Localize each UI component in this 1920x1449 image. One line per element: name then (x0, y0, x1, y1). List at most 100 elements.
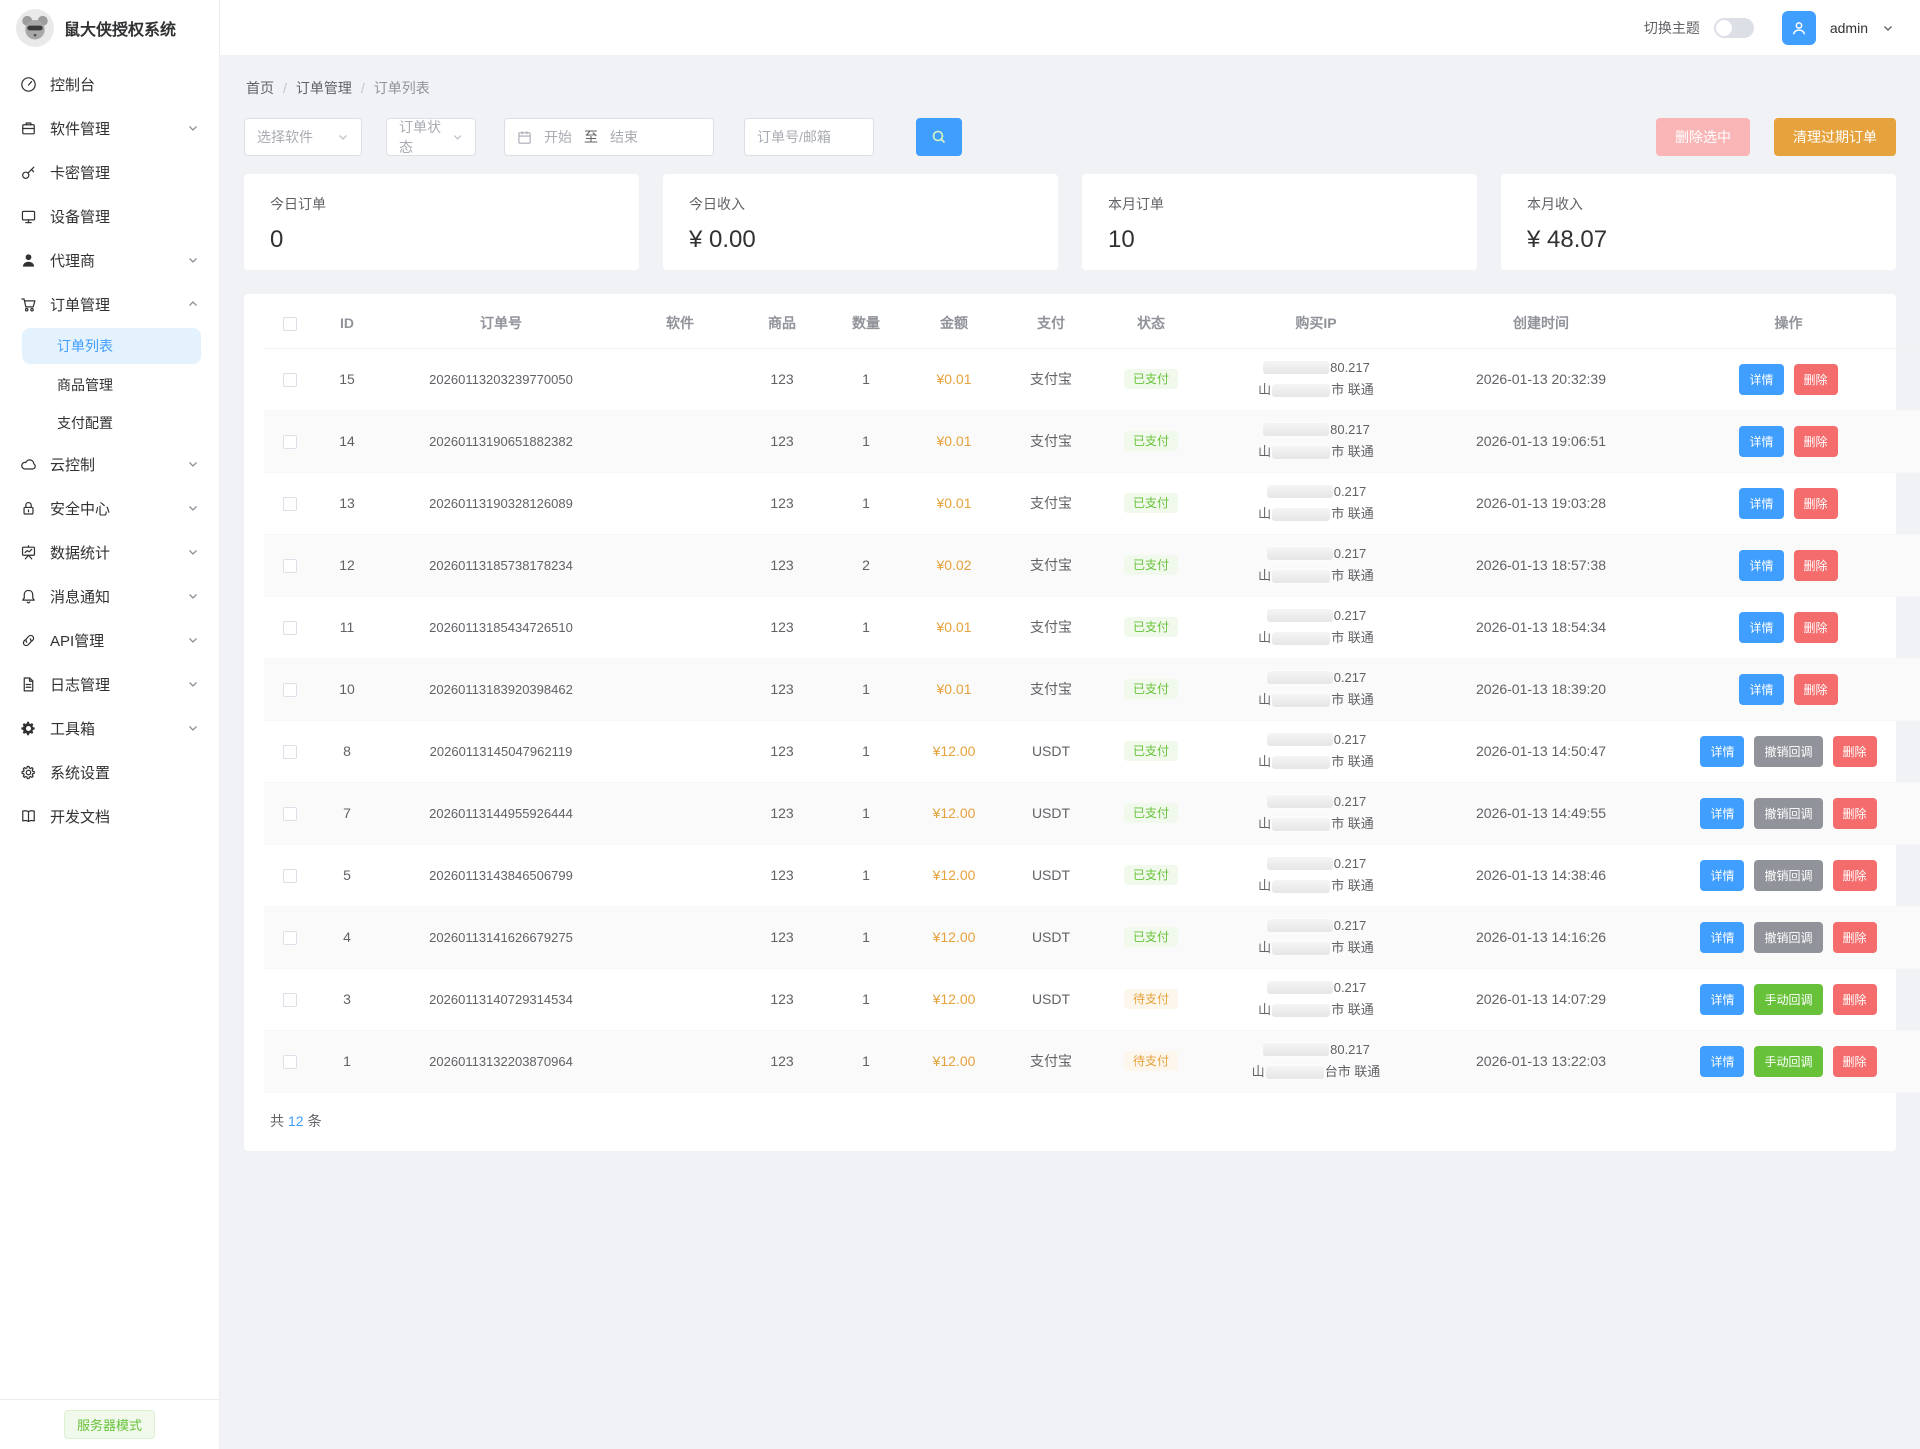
cell-product: 123 (736, 596, 828, 659)
row-checkbox[interactable] (283, 683, 297, 698)
delete-button[interactable]: 删除 (1832, 735, 1877, 767)
sidebar-subitem-order-list[interactable]: 订单列表 (22, 328, 201, 364)
cell-order-no: 20260113143846506799 (378, 844, 624, 907)
order-status-select[interactable]: 订单状态 (386, 118, 476, 156)
user-avatar[interactable] (1781, 10, 1816, 45)
sidebar-item-toolbox[interactable]: 工具箱 (0, 706, 219, 750)
sidebar-subitem-pay-config[interactable]: 支付配置 (0, 404, 219, 442)
delete-button[interactable]: 删除 (1793, 487, 1838, 519)
delete-button[interactable]: 删除 (1793, 363, 1838, 395)
detail-button[interactable]: 详情 (1700, 797, 1745, 829)
cell-qty: 1 (828, 968, 904, 1031)
sidebar-item-log[interactable]: 日志管理 (0, 662, 219, 706)
detail-button[interactable]: 详情 (1739, 425, 1784, 457)
sidebar-item-order[interactable]: 订单管理 (0, 282, 219, 326)
clean-expired-button[interactable]: 清理过期订单 (1774, 118, 1896, 156)
sidebar-item-software[interactable]: 软件管理 (0, 106, 219, 150)
sidebar-subitem-product-mgmt[interactable]: 商品管理 (0, 366, 219, 404)
theme-toggle-label: 切换主题 (1643, 19, 1700, 36)
ip-redaction (1266, 609, 1333, 623)
cell-amount: ¥12.00 (904, 906, 1004, 969)
revoke-button[interactable]: 撤销回调 (1754, 859, 1823, 891)
sidebar-item-dashboard[interactable]: 控制台 (0, 62, 219, 106)
breadcrumb-home[interactable]: 首页 (246, 80, 274, 96)
detail-button[interactable]: 详情 (1700, 735, 1745, 767)
main-area: 切换主题 admin 首页 / 订单管理 / 订单列表 选择软件 (220, 0, 1920, 1449)
manual-button[interactable]: 手动回调 (1754, 1045, 1823, 1077)
dashboard-icon (21, 76, 36, 92)
delete-button[interactable]: 删除 (1793, 549, 1838, 581)
sidebar-item-notify[interactable]: 消息通知 (0, 574, 219, 618)
revoke-button[interactable]: 撤销回调 (1754, 921, 1823, 953)
sidebar-item-agent[interactable]: 代理商 (0, 238, 219, 282)
delete-button[interactable]: 删除 (1793, 611, 1838, 643)
detail-button[interactable]: 详情 (1700, 921, 1745, 953)
status-badge: 已支付 (1123, 679, 1178, 699)
detail-button[interactable]: 详情 (1700, 859, 1745, 891)
date-range-picker[interactable]: 开始 至 结束 (504, 118, 714, 156)
chevron-down-icon (187, 546, 199, 558)
row-checkbox[interactable] (283, 373, 297, 388)
search-button[interactable] (916, 118, 962, 156)
detail-button[interactable]: 详情 (1739, 363, 1784, 395)
row-checkbox[interactable] (283, 497, 297, 512)
cell-qty: 1 (828, 720, 904, 783)
detail-button[interactable]: 详情 (1700, 1045, 1745, 1077)
detail-button[interactable]: 详情 (1739, 673, 1784, 705)
total-count: 12 (288, 1112, 304, 1129)
sidebar-item-label: 代理商 (50, 252, 96, 270)
cell-actions: 详情 删除 (1654, 534, 1920, 597)
delete-button[interactable]: 删除 (1832, 797, 1877, 829)
delete-button[interactable]: 删除 (1832, 859, 1877, 891)
search-input[interactable]: 订单号/邮箱 (744, 118, 874, 156)
detail-button[interactable]: 详情 (1739, 549, 1784, 581)
software-icon (22, 121, 35, 134)
detail-button[interactable]: 详情 (1739, 611, 1784, 643)
row-checkbox[interactable] (283, 621, 297, 636)
sidebar-item-api[interactable]: API管理 (0, 618, 219, 662)
sidebar-item-stats[interactable]: 数据统计 (0, 530, 219, 574)
sidebar-item-kami[interactable]: 卡密管理 (0, 150, 219, 194)
sidebar-item-security[interactable]: 安全中心 (0, 486, 219, 530)
row-checkbox[interactable] (283, 559, 297, 574)
theme-toggle-switch[interactable] (1713, 17, 1754, 38)
delete-button[interactable]: 删除 (1793, 425, 1838, 457)
delete-button[interactable]: 删除 (1832, 983, 1877, 1015)
pagination-total: 共 12 条 (270, 1112, 322, 1129)
cell-id: 1 (316, 1030, 378, 1093)
cell-order-no: 20260113185738178234 (378, 534, 624, 597)
revoke-button[interactable]: 撤销回调 (1754, 735, 1823, 767)
gear-icon (21, 765, 35, 779)
cell-id: 4 (316, 906, 378, 969)
sidebar-item-device[interactable]: 设备管理 (0, 194, 219, 238)
revoke-button[interactable]: 撤销回调 (1754, 797, 1823, 829)
cell-actions: 详情 删除 (1654, 472, 1920, 535)
row-checkbox[interactable] (283, 745, 297, 760)
row-checkbox[interactable] (283, 931, 297, 946)
row-checkbox[interactable] (283, 1055, 297, 1070)
delete-button[interactable]: 删除 (1832, 921, 1877, 953)
select-all-checkbox[interactable] (283, 316, 297, 331)
software-select[interactable]: 选择软件 (244, 118, 362, 156)
location-redaction (1272, 941, 1331, 955)
mouse-logo-icon (16, 9, 54, 47)
manual-button[interactable]: 手动回调 (1754, 983, 1823, 1015)
row-checkbox[interactable] (283, 807, 297, 822)
row-checkbox[interactable] (283, 869, 297, 884)
user-menu-chevron[interactable] (1882, 22, 1894, 34)
gear-solid-icon (21, 721, 35, 735)
row-checkbox[interactable] (283, 435, 297, 450)
detail-button[interactable]: 详情 (1739, 487, 1784, 519)
sidebar-item-docs[interactable]: 开发文档 (0, 794, 219, 838)
column-header: 状态 (1098, 298, 1204, 349)
sidebar-item-settings[interactable]: 系统设置 (0, 750, 219, 794)
delete-selected-button[interactable]: 删除选中 (1656, 118, 1750, 156)
delete-button[interactable]: 删除 (1832, 1045, 1877, 1077)
sidebar-item-label: 工具箱 (50, 720, 96, 738)
breadcrumb-order-mgmt[interactable]: 订单管理 (295, 80, 352, 96)
detail-button[interactable]: 详情 (1700, 983, 1745, 1015)
delete-button[interactable]: 删除 (1793, 673, 1838, 705)
sidebar-item-cloud[interactable]: 云控制 (0, 442, 219, 486)
cell-product: 123 (736, 968, 828, 1031)
row-checkbox[interactable] (283, 993, 297, 1008)
